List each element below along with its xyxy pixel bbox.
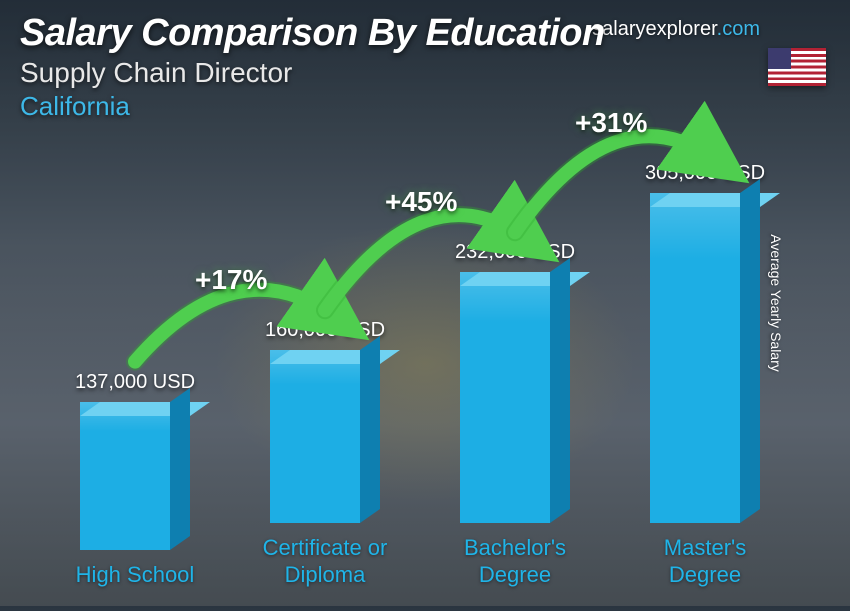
bar-label: Bachelor'sDegree: [464, 535, 566, 588]
bar-label: Master'sDegree: [664, 535, 746, 588]
bar-value: 137,000 USD: [75, 371, 195, 394]
bar-side: [740, 179, 760, 523]
bar-top: [460, 272, 590, 286]
bar-group: 137,000 USD High School: [45, 371, 225, 588]
bar-group: 305,000 USD Master'sDegree: [615, 162, 795, 588]
bar: [460, 272, 570, 523]
job-title: Supply Chain Director: [20, 57, 830, 89]
bar-label: High School: [76, 562, 195, 588]
bar-top: [650, 193, 780, 207]
bar-front: [650, 193, 740, 523]
bar-front: [270, 350, 360, 523]
bar-top: [270, 350, 400, 364]
header: Salary Comparison By Education Supply Ch…: [20, 12, 830, 122]
bar-side: [550, 258, 570, 523]
bar-front: [460, 272, 550, 523]
bar-label: Certificate orDiploma: [263, 535, 388, 588]
bar-front: [80, 402, 170, 550]
region: California: [20, 91, 830, 122]
bar-side: [360, 336, 380, 523]
bar-chart: 137,000 USD High School 160,000 USD Certifi…: [40, 158, 800, 588]
bar-top: [80, 402, 210, 416]
page-title: Salary Comparison By Education: [20, 12, 830, 55]
bar: [650, 193, 760, 523]
bar-value: 305,000 USD: [645, 162, 765, 185]
bar-value: 160,000 USD: [265, 319, 385, 342]
bar-value: 232,000 USD: [455, 241, 575, 264]
bar-group: 232,000 USD Bachelor'sDegree: [425, 241, 605, 588]
bar-group: 160,000 USD Certificate orDiploma: [235, 319, 415, 588]
bar: [270, 350, 380, 523]
bar-side: [170, 388, 190, 550]
bar: [80, 402, 190, 550]
